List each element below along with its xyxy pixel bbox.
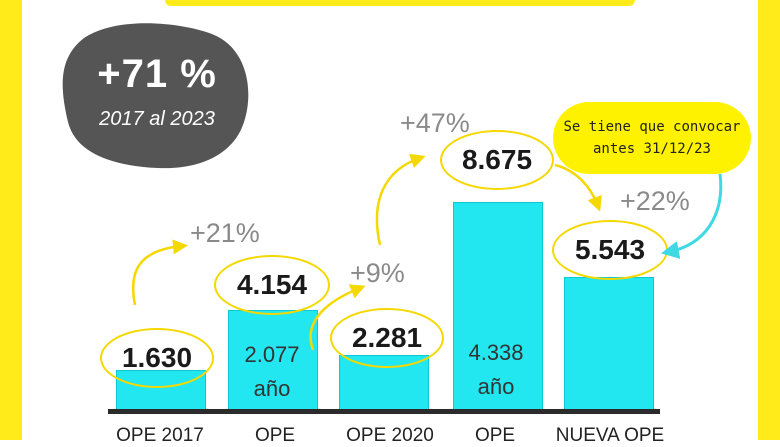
value-label-ope-4: 8.675 — [440, 130, 554, 190]
value-label-ope-2: 4.154 — [214, 255, 330, 315]
bar-ope-4 — [453, 202, 543, 411]
category-label-ope-2020: OPE 2020 — [346, 425, 434, 446]
bar-inner-label-4: 4.338 año — [468, 340, 524, 399]
value-label-ope-2020: 2.281 — [330, 308, 444, 368]
top-banner — [165, 0, 635, 6]
arrow-3 — [375, 153, 426, 246]
value-label-ope-2017: 1.630 — [100, 328, 214, 388]
arrow-1 — [131, 239, 188, 306]
x-axis — [108, 409, 660, 414]
headline-value: +71 % — [97, 52, 217, 96]
category-label-ope-2017: OPE 2017 — [116, 425, 204, 446]
yellow-frame-right — [758, 0, 780, 440]
change-label-4: +22% — [620, 186, 690, 216]
headline-subtitle: 2017 al 2023 — [99, 108, 215, 130]
change-label-1: +21% — [190, 218, 260, 248]
arrow-note — [660, 173, 723, 259]
arrow-4 — [554, 163, 602, 212]
category-label-ope-2: OPE — [254, 425, 296, 446]
bar-inner-label-2: 2.077 año — [244, 342, 300, 401]
arrow-2 — [309, 284, 366, 351]
category-label-ope-4: OPE — [474, 425, 516, 446]
change-label-2: +9% — [350, 258, 405, 288]
deadline-note: Se tiene que convocar antes 31/12/23 — [553, 102, 751, 174]
yellow-frame-left — [0, 0, 22, 440]
category-label-nueva-ope: NUEVA OPE — [555, 425, 665, 446]
change-label-3: +47% — [400, 108, 470, 138]
headline-blob — [62, 23, 249, 169]
